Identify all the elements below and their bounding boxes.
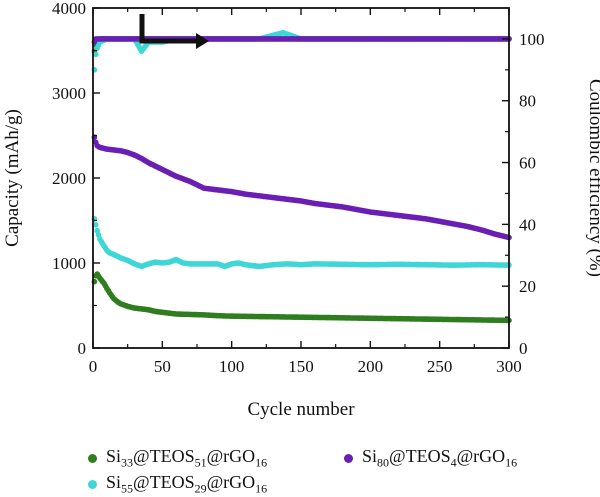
- y-left-tick-label: 2000: [52, 169, 86, 188]
- data-layer: [91, 29, 512, 324]
- legend-label: Si80@TEOS4@rGO16: [362, 446, 518, 470]
- legend-item-s33: Si33@TEOS51@rGO16: [88, 446, 267, 471]
- plot-frame: [92, 7, 510, 349]
- capacity-point: [94, 227, 100, 234]
- y-right-tick-label: 20: [519, 277, 536, 296]
- series-Si33@TEOS51@rGO16: [91, 36, 512, 324]
- y-right-tick-label: 60: [519, 154, 536, 173]
- chart-plot: 0 50 100 150 200 250 3000100020003000400002040…: [2, 0, 600, 420]
- x-tick-label: 200: [358, 357, 384, 376]
- legend-label: Si55@TEOS29@rGO16: [106, 472, 268, 496]
- x-tick-label: 0: [89, 357, 98, 376]
- x-tick-label: 50: [154, 357, 171, 376]
- x-tick-label: 100: [219, 357, 245, 376]
- y-right-tick-label: 100: [519, 30, 545, 49]
- y-right-tick-label: 0: [519, 339, 528, 358]
- ticks-layer: 0 50 100 150 200 250 3000100020003000400002040…: [52, 0, 545, 376]
- legend-item-s80: Si80@TEOS4@rGO16: [344, 446, 517, 471]
- y-axis-left-title: Capacity (mAh/g): [2, 109, 23, 247]
- y-left-tick-label: 1000: [52, 254, 86, 273]
- x-tick-label: 250: [427, 357, 453, 376]
- x-axis-title: Cycle number: [247, 399, 355, 420]
- legend-item-s55: Si55@TEOS29@rGO16: [88, 472, 267, 497]
- y-right-tick-label: 80: [519, 92, 536, 111]
- y-right-tick-label: 40: [519, 215, 536, 234]
- legend-label: Si33@TEOS51@rGO16: [106, 446, 268, 470]
- capacity-point: [93, 222, 99, 228]
- y-left-tick-label: 4000: [52, 0, 86, 18]
- chart-legend: Si33@TEOS51@rGO16 Si80@TEOS4@rGO16 Si55@TE…: [88, 440, 588, 497]
- y-left-tick-label: 0: [78, 339, 87, 358]
- series-Si80@TEOS4@rGO16: [91, 36, 512, 241]
- legend-marker: [344, 453, 353, 463]
- y-axis-right-title: Coulombic efficiency (%): [585, 79, 600, 277]
- y-left-tick-label: 3000: [52, 84, 86, 103]
- right-axis-arrow-icon: [139, 14, 209, 49]
- series-Si55@TEOS29@rGO16: [91, 29, 512, 270]
- x-tick-label: 150: [288, 357, 314, 376]
- capacity-point: [95, 232, 102, 238]
- legend-marker: [88, 453, 97, 463]
- x-tick-label: 300: [496, 357, 522, 376]
- efficiency-point: [93, 51, 99, 58]
- legend-marker: [88, 479, 97, 489]
